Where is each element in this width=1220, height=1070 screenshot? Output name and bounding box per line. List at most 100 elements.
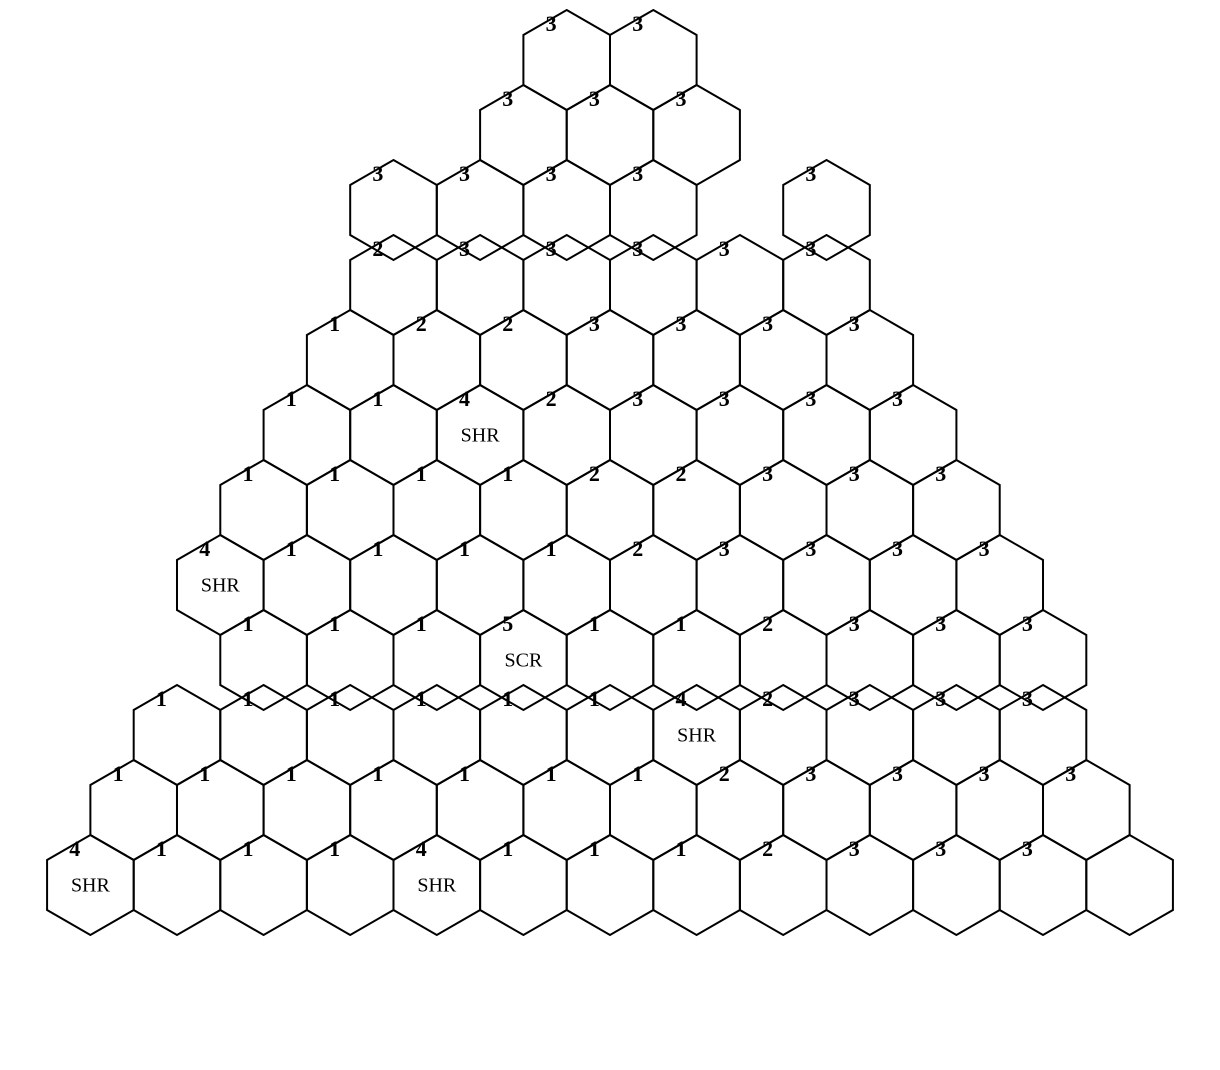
hex-number: 1: [632, 761, 643, 786]
hex-number: 1: [286, 761, 297, 786]
hex-number: 1: [113, 761, 124, 786]
hex-cell: [350, 160, 437, 260]
hex-cell: [783, 160, 870, 260]
hex-number: 3: [1022, 836, 1033, 861]
hex-number: 1: [546, 536, 557, 561]
hex-number: 1: [243, 461, 254, 486]
hex-number: 4: [416, 836, 427, 861]
hex-number: 5: [502, 611, 513, 636]
hex-number: 1: [329, 836, 340, 861]
hex-cell: [567, 835, 654, 935]
hex-number: 3: [459, 236, 470, 261]
hex-number: 3: [849, 836, 860, 861]
hex-number: 3: [546, 161, 557, 186]
hex-cell: [134, 835, 221, 935]
hex-number: 3: [849, 461, 860, 486]
hex-label: SHR: [201, 575, 241, 597]
hex-number: 1: [156, 836, 167, 861]
hex-number: 3: [719, 536, 730, 561]
hex-number: 2: [416, 311, 427, 336]
hex-number: 1: [459, 536, 470, 561]
hex-number: 1: [372, 386, 383, 411]
hex-number: 1: [372, 536, 383, 561]
hex-number: 1: [589, 836, 600, 861]
hex-cell: [610, 160, 697, 260]
hex-cell: [523, 160, 610, 260]
hex-cell: [653, 610, 740, 710]
hex-number: 1: [459, 761, 470, 786]
hex-number: 3: [632, 11, 643, 36]
hex-cell: [740, 610, 827, 710]
hex-number: 1: [329, 311, 340, 336]
hex-number: 3: [935, 836, 946, 861]
hex-number: 3: [1022, 686, 1033, 711]
hex-number: 3: [892, 386, 903, 411]
hex-cell: [1000, 835, 1087, 935]
hex-number: 3: [935, 461, 946, 486]
hex-number: 3: [805, 761, 816, 786]
hex-number: 1: [372, 761, 383, 786]
hex-number: 3: [849, 686, 860, 711]
hex-cell: [307, 835, 394, 935]
hex-number: 1: [286, 386, 297, 411]
hex-cell: [1086, 835, 1173, 935]
hex-grid-diagram: 3 3 3 3 3 3 3 3 3 3 2 3 3 3 3 3 1 2 2 3 3 3 3 1 1 4 SHR 2 3 3 3 3 1 1 1 1 2 2…: [0, 0, 1220, 1070]
hex-number: 3: [979, 761, 990, 786]
hex-number: 3: [632, 236, 643, 261]
hex-cell: [220, 835, 307, 935]
hex-cell: [437, 160, 524, 260]
hex-number: 3: [805, 236, 816, 261]
hex-number: 1: [676, 611, 687, 636]
hex-cell: [307, 610, 394, 710]
hex-number: 3: [719, 386, 730, 411]
hex-number: 1: [589, 686, 600, 711]
hex-number: 3: [546, 11, 557, 36]
hex-number: 1: [243, 611, 254, 636]
hex-cell: [827, 610, 914, 710]
hex-cell: [1000, 610, 1087, 710]
hex-number: 1: [286, 536, 297, 561]
hex-number: 3: [805, 161, 816, 186]
hex-number: 2: [632, 536, 643, 561]
hex-number: 2: [762, 836, 773, 861]
hex-number: 3: [1065, 761, 1076, 786]
hex-number: 2: [589, 461, 600, 486]
hex-number: 1: [502, 686, 513, 711]
hex-number: 1: [416, 611, 427, 636]
hex-number: 3: [676, 86, 687, 111]
hex-number: 3: [589, 311, 600, 336]
hex-number: 3: [892, 536, 903, 561]
hex-number: 3: [935, 686, 946, 711]
hex-label: SHR: [677, 725, 717, 747]
hex-cell: [220, 610, 307, 710]
hex-number: 2: [762, 686, 773, 711]
hex-cell: [913, 835, 1000, 935]
hex-cell: [480, 835, 567, 935]
hex-number: 1: [502, 461, 513, 486]
hex-number: 3: [546, 236, 557, 261]
hex-number: 2: [546, 386, 557, 411]
hex-number: 3: [1022, 611, 1033, 636]
hex-number: 3: [589, 86, 600, 111]
hex-number: 3: [979, 536, 990, 561]
hex-label: SCR: [504, 650, 542, 672]
hex-number: 3: [676, 311, 687, 336]
hex-number: 1: [243, 686, 254, 711]
hex-number: 3: [459, 161, 470, 186]
hex-number: 1: [329, 686, 340, 711]
hex-number: 1: [589, 611, 600, 636]
hex-number: 1: [416, 461, 427, 486]
hex-cell: [393, 610, 480, 710]
hex-number: 1: [329, 611, 340, 636]
hex-cell: [1043, 760, 1130, 860]
hex-number: 1: [546, 761, 557, 786]
hex-number: 3: [892, 761, 903, 786]
hex-number: 4: [459, 386, 470, 411]
hex-number: 3: [762, 311, 773, 336]
hex-number: 3: [805, 536, 816, 561]
hex-number: 3: [849, 611, 860, 636]
hex-number: 1: [502, 836, 513, 861]
hex-number: 2: [762, 611, 773, 636]
hex-number: 1: [199, 761, 210, 786]
hex-cell: [653, 835, 740, 935]
